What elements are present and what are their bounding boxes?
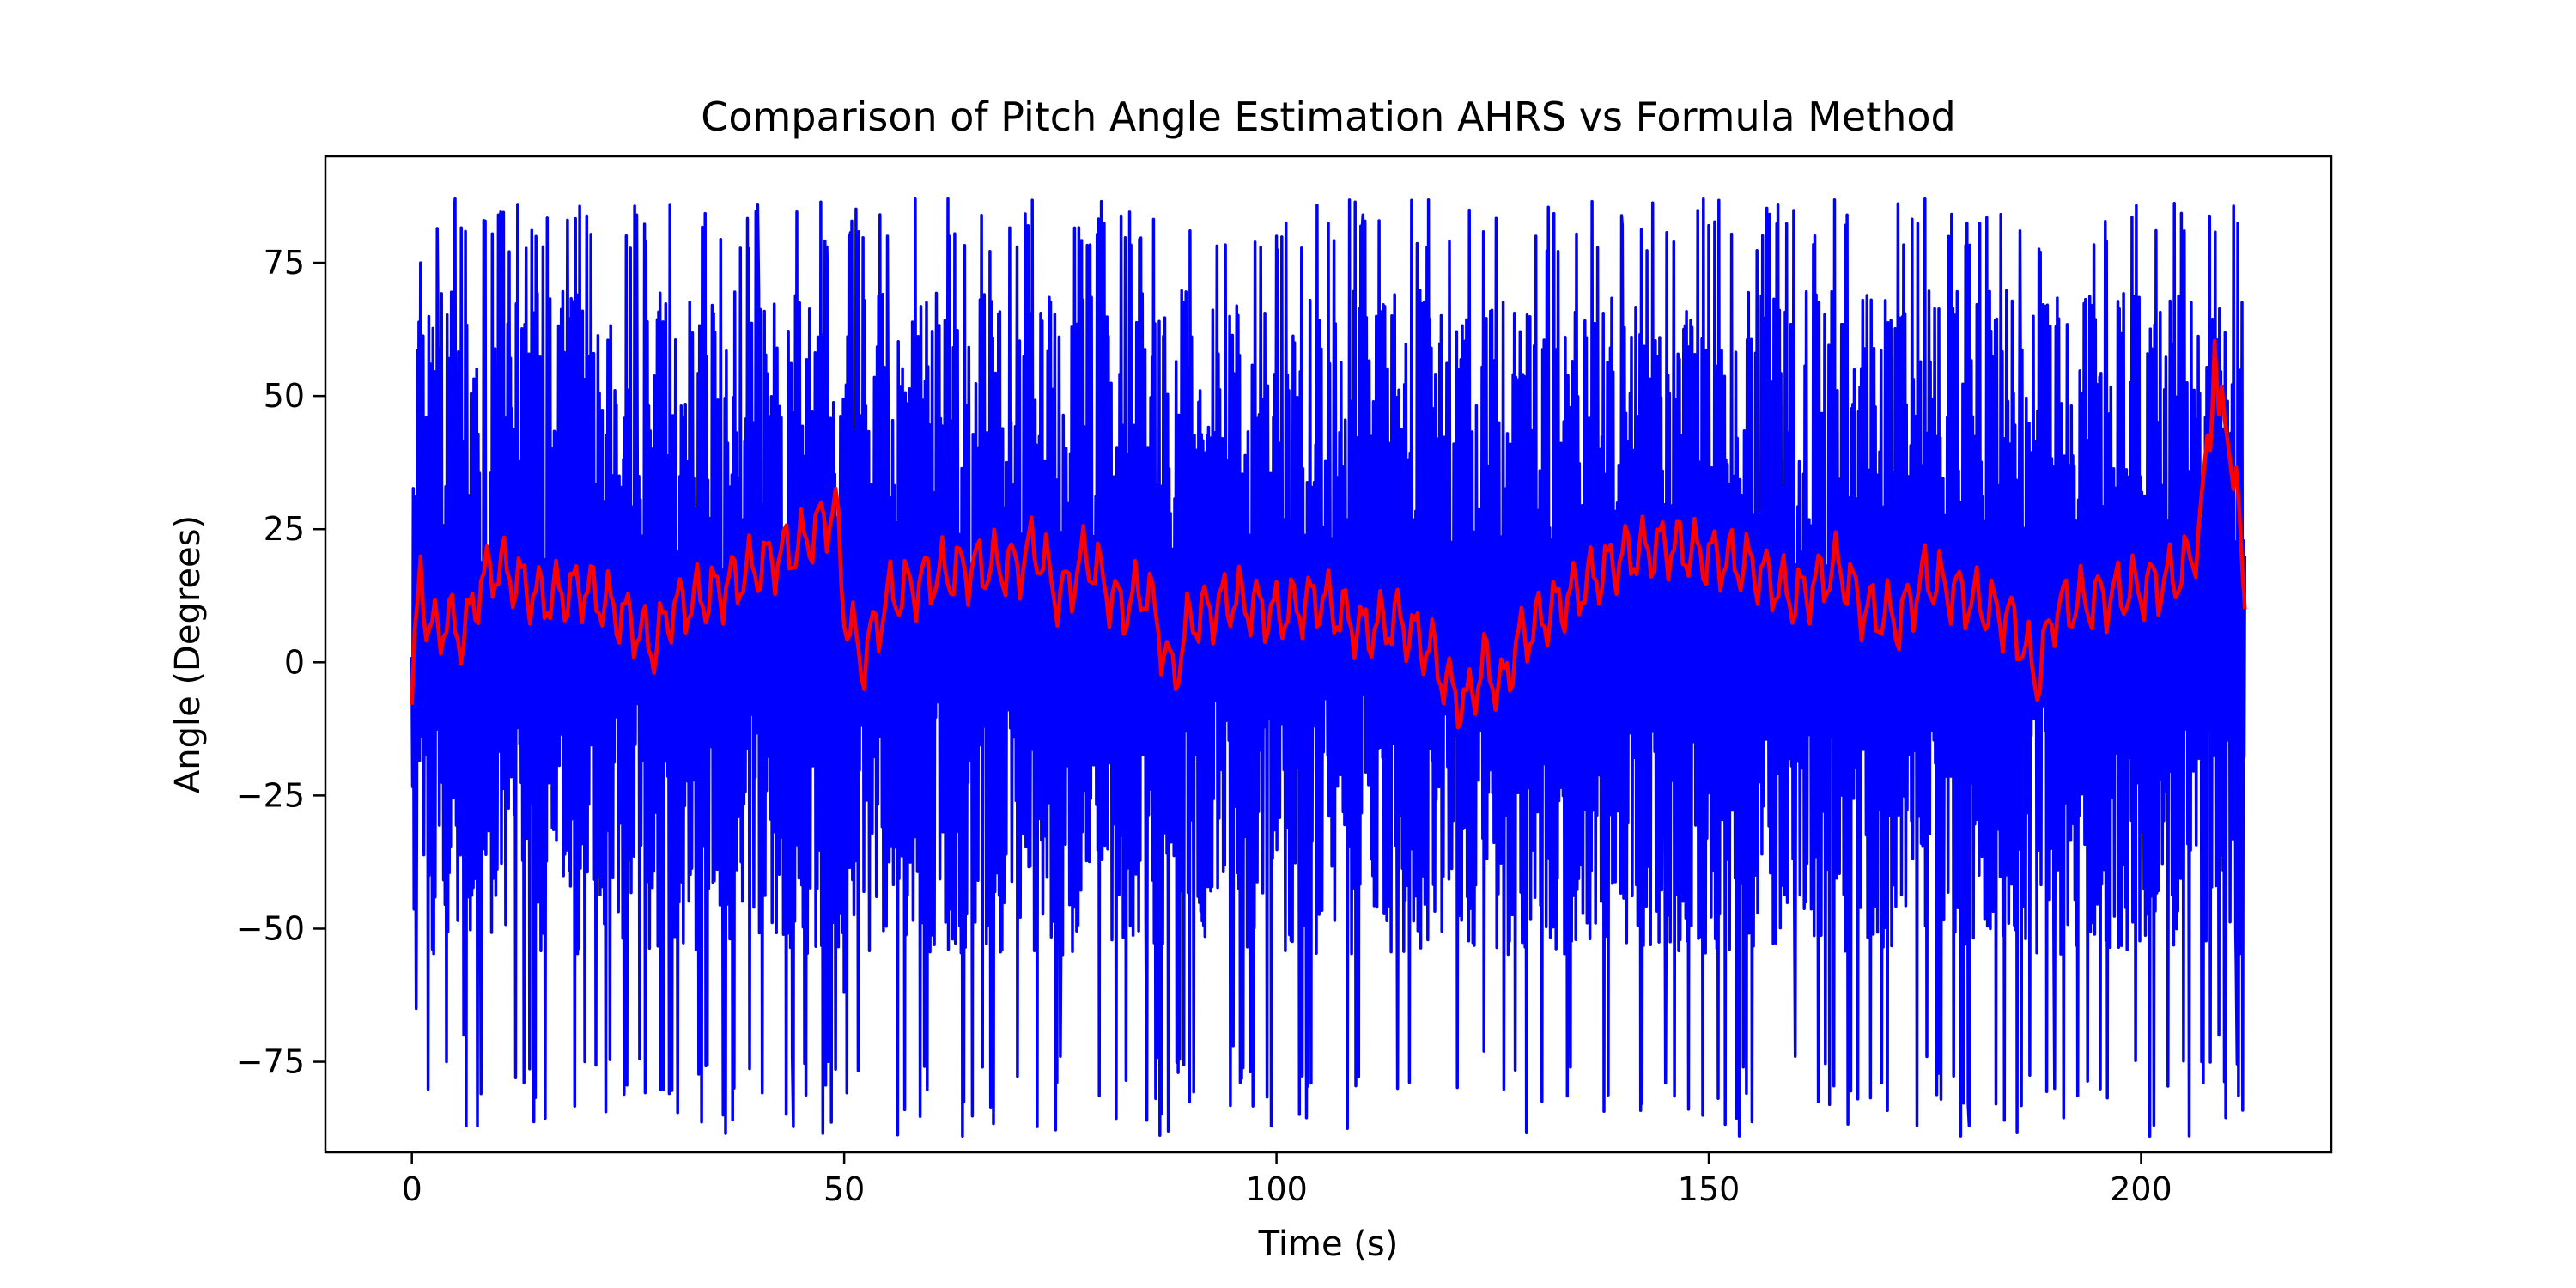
chart-title: Comparison of Pitch Angle Estimation AHR… [701, 94, 1956, 140]
series-layer [410, 197, 2247, 1139]
x-tick-label: 50 [823, 1170, 865, 1208]
x-axis-label: Time (s) [1258, 1224, 1399, 1264]
x-tick-label: 200 [2110, 1170, 2172, 1208]
y-tick-label: 25 [264, 510, 305, 548]
x-axis: 0 50 100 150 200 [402, 1152, 2172, 1208]
y-tick-label: 50 [264, 377, 305, 415]
series-line-formula [410, 197, 2247, 1139]
y-axis-label: Angle (Degrees) [168, 515, 208, 793]
y-tick-label: 0 [284, 643, 305, 681]
y-tick-label: −75 [236, 1043, 305, 1081]
y-axis: −75 −50 −25 0 25 50 75 [236, 244, 325, 1081]
y-tick-label: −50 [236, 909, 305, 947]
x-tick-label: 150 [1678, 1170, 1741, 1208]
x-tick-label: 0 [402, 1170, 422, 1208]
y-tick-label: −25 [236, 776, 305, 814]
series-line-ahrs [410, 338, 2247, 730]
y-tick-label: 75 [264, 244, 305, 282]
plot-frame [324, 155, 2333, 1154]
x-tick-label: 100 [1245, 1170, 1308, 1208]
